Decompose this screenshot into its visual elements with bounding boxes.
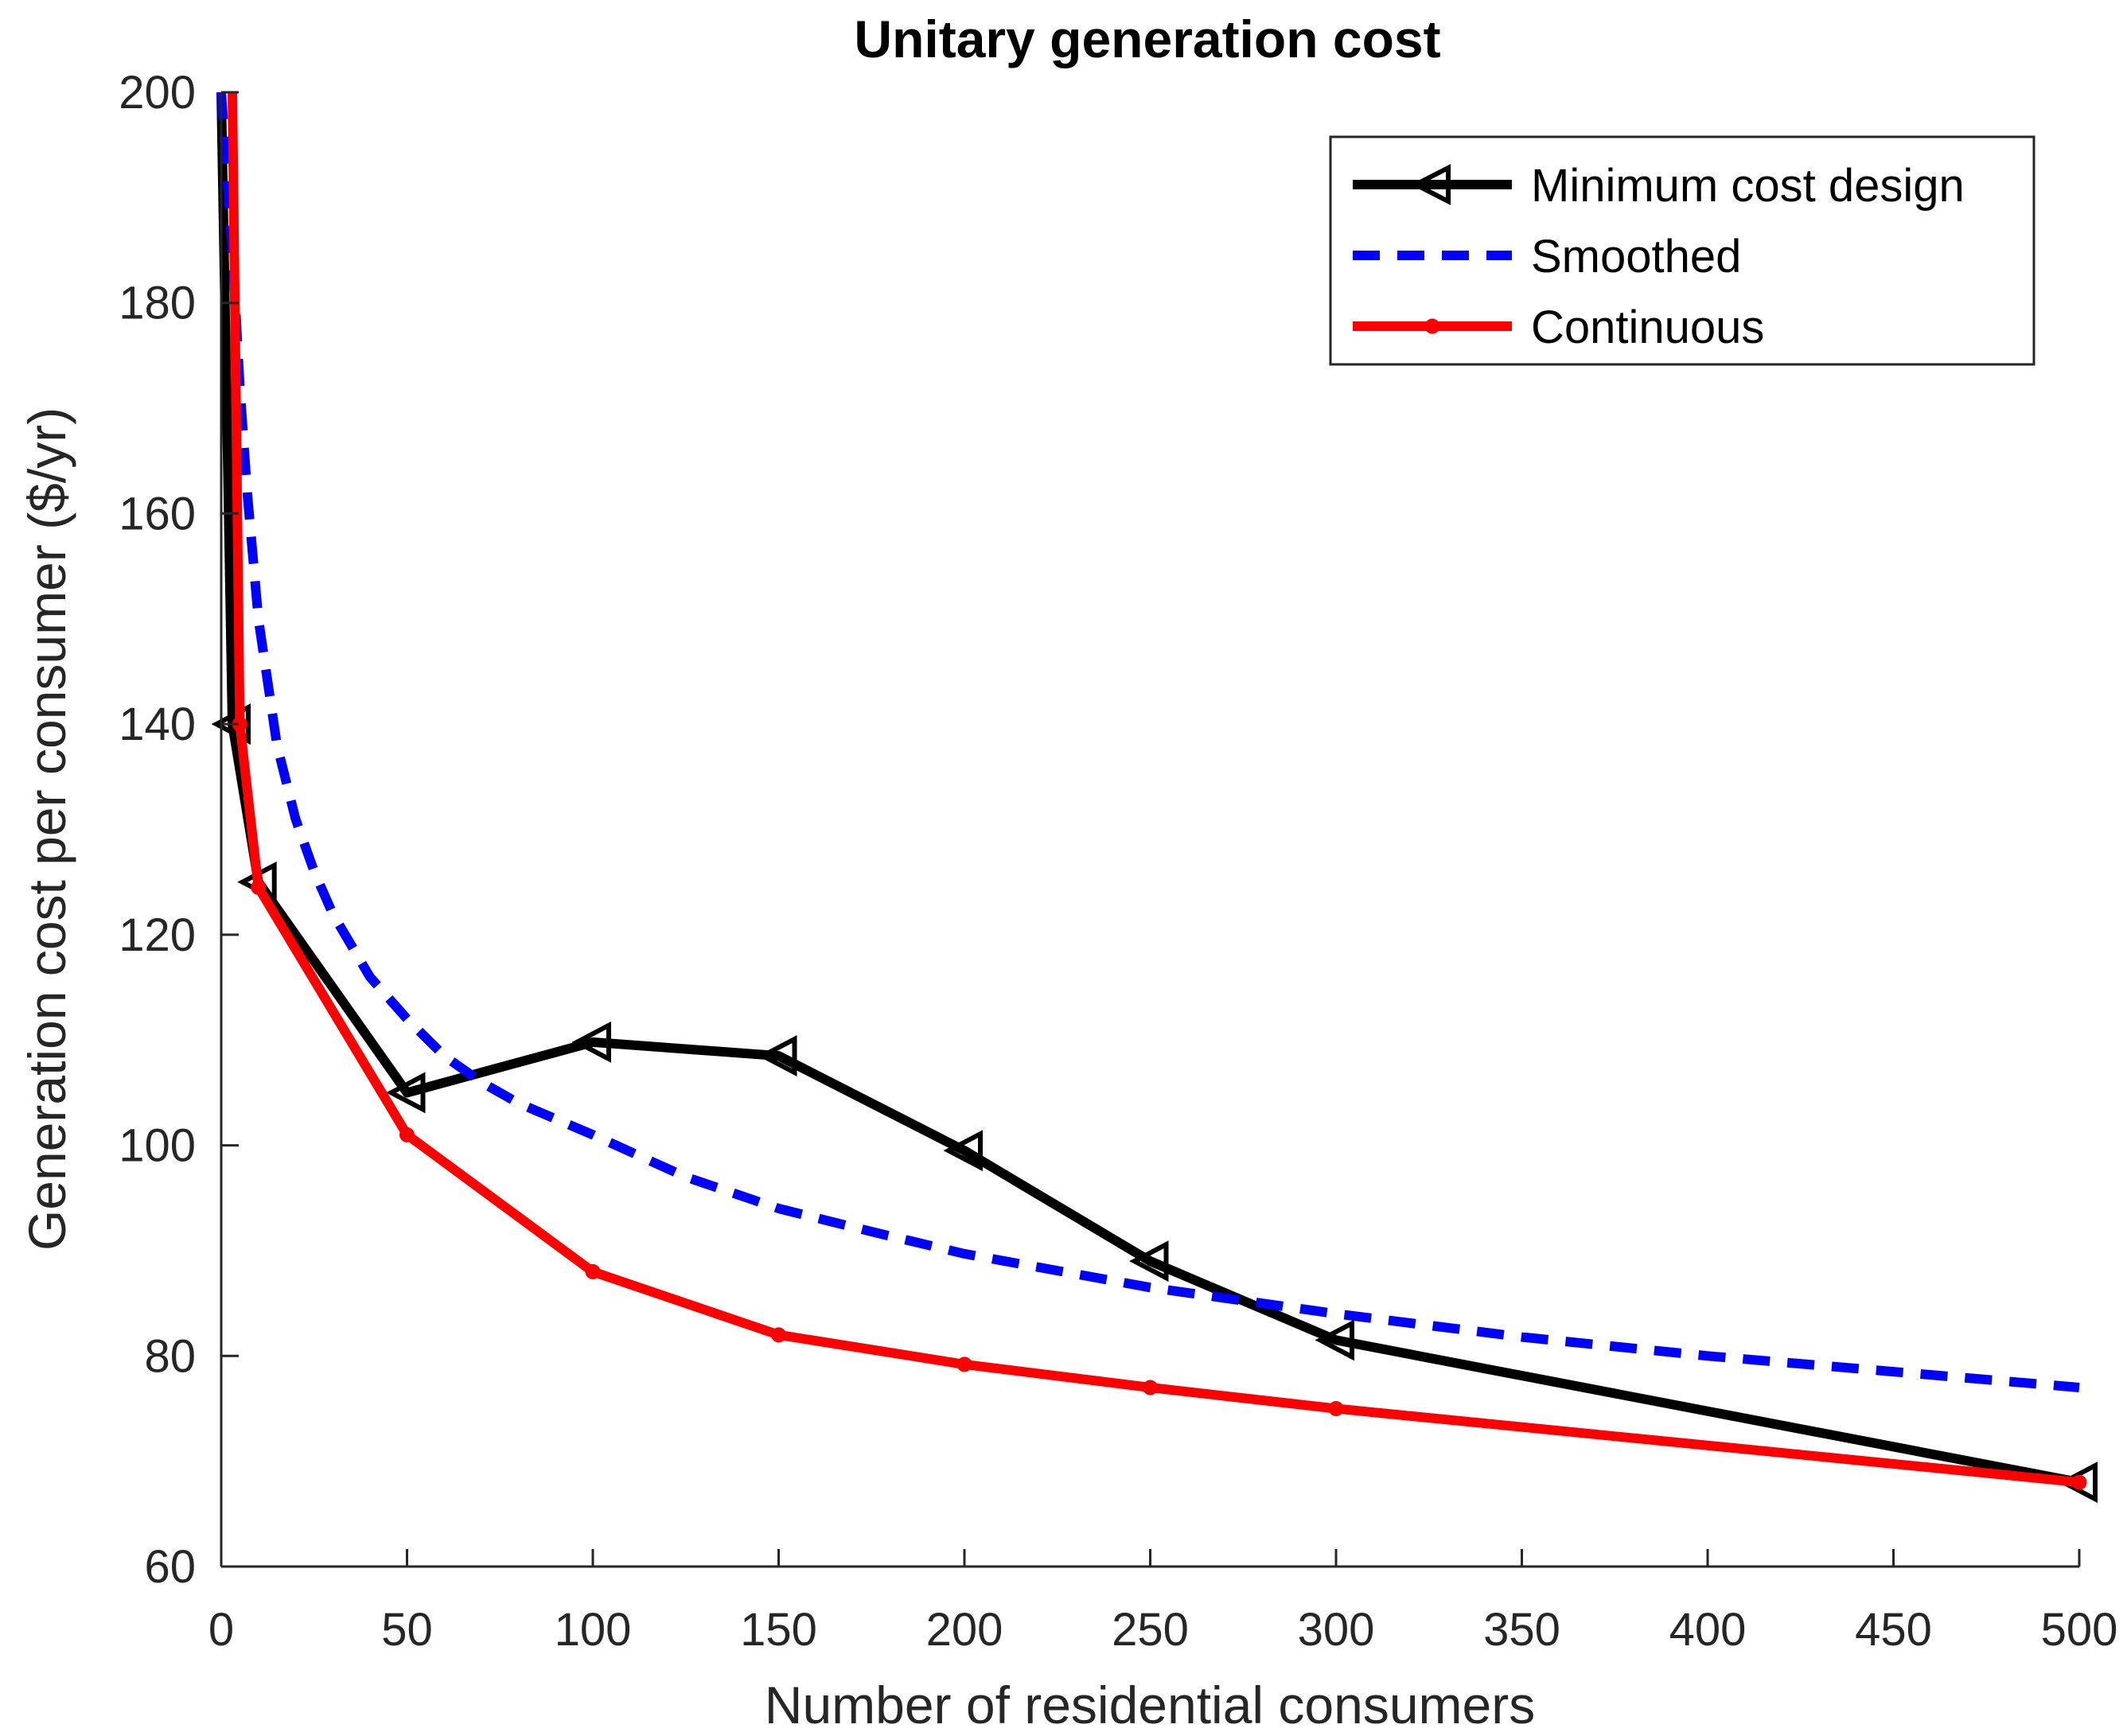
- x-tick-label: 350: [1483, 1604, 1560, 1656]
- legend-marker-dot: [1424, 318, 1440, 334]
- x-tick-label: 100: [555, 1604, 632, 1656]
- data-point-marker: [2058, 1462, 2098, 1504]
- data-point-marker: [2071, 1474, 2087, 1490]
- data-point-marker: [771, 1327, 786, 1343]
- y-ticks: 60 80 100 120 140 160 180 200: [119, 67, 239, 1593]
- x-tick-label: 400: [1669, 1604, 1747, 1656]
- x-tick-label: 0: [208, 1604, 234, 1656]
- data-point-marker: [211, 703, 251, 745]
- plot-area: [211, 91, 2098, 1504]
- series-line: [228, 91, 2080, 1488]
- data-point-marker: [943, 1130, 983, 1172]
- y-tick-label: 200: [119, 67, 196, 119]
- data-point-marker: [1129, 1240, 1169, 1283]
- legend: Minimum cost design Smoothed Continuous: [1329, 135, 2035, 366]
- x-tick-label: 250: [1112, 1604, 1189, 1656]
- legend-label-smoothed: Smoothed: [1531, 231, 1741, 282]
- data-point-marker: [386, 1072, 426, 1114]
- legend-marker-triangle: [1410, 164, 1451, 205]
- legend-label-minimum-cost: Minimum cost design: [1531, 160, 1965, 212]
- data-point-marker: [1328, 1400, 1344, 1416]
- data-point-marker: [758, 1035, 797, 1077]
- data-point-marker: [1315, 1319, 1354, 1361]
- y-tick-label: 140: [119, 699, 196, 750]
- y-tick-label: 120: [119, 909, 196, 961]
- x-tick-label: 300: [1298, 1604, 1375, 1656]
- x-tick-label: 450: [1855, 1604, 1932, 1656]
- data-point-marker: [585, 1263, 601, 1279]
- x-axis-label: Number of residential consumers: [765, 1676, 1535, 1734]
- data-point-marker: [1143, 1380, 1158, 1395]
- y-tick-label: 180: [119, 278, 196, 329]
- data-point-marker: [399, 1127, 415, 1142]
- data-point-marker: [571, 1021, 611, 1063]
- y-tick-label: 60: [144, 1541, 196, 1593]
- x-tick-label: 200: [926, 1604, 1003, 1656]
- y-tick-label: 80: [144, 1330, 196, 1382]
- x-tick-label: 50: [381, 1604, 433, 1656]
- y-tick-label: 100: [119, 1120, 196, 1172]
- y-axis-label: Generation cost per consumer ($/yr): [18, 407, 76, 1251]
- data-point-marker: [251, 879, 267, 895]
- data-point-marker: [956, 1356, 972, 1372]
- x-tick-label: 150: [740, 1604, 817, 1656]
- y-tick-label: 160: [119, 488, 196, 539]
- x-tick-label: 500: [2041, 1604, 2118, 1656]
- chart-title: Unitary generation cost: [854, 10, 1440, 68]
- legend-label-continuous: Continuous: [1531, 302, 1764, 353]
- series-continuous: [228, 91, 2087, 1490]
- x-ticks: 0 50 100 150 200 250 300 350 400 450 500: [208, 1549, 2118, 1656]
